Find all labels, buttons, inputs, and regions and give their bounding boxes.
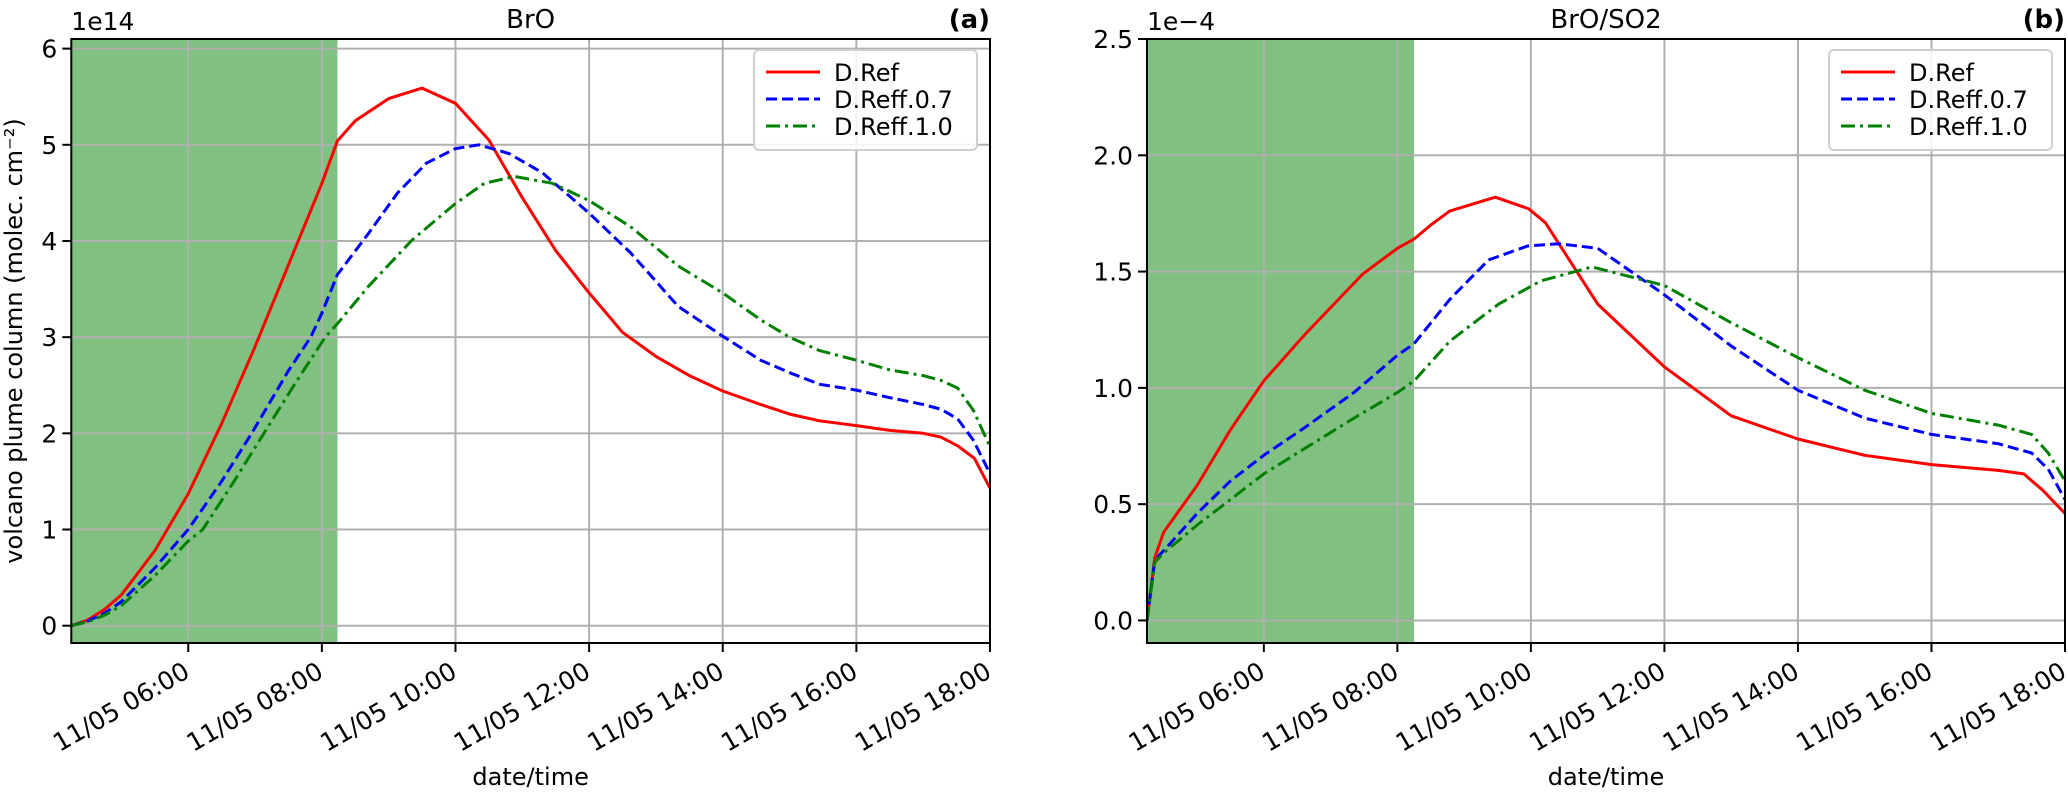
shaded-span — [71, 39, 338, 643]
series-line-d-reff-1-0 — [1147, 265, 2065, 621]
y-tick-label: 0.5 — [1093, 490, 1133, 519]
y-tick-label: 5 — [41, 131, 57, 160]
x-axis-label: date/time — [1548, 763, 1664, 791]
series-group — [71, 86, 991, 628]
series-line-d-ref — [1147, 195, 2065, 621]
y-tick-label: 0 — [41, 612, 57, 641]
x-tick-label: 11/05 18:00 — [1925, 656, 2068, 757]
y-tick-label: 3 — [41, 323, 57, 352]
legend-box — [753, 49, 978, 151]
x-tick-label: 11/05 08:00 — [182, 656, 328, 757]
y-tick-label: 1 — [41, 516, 57, 545]
y-tick-label: 2.5 — [1093, 25, 1133, 54]
y-tick-label: 6 — [41, 35, 57, 64]
axes-frame — [1146, 38, 2066, 644]
legend-label: D.Reff.0.7 — [834, 86, 953, 114]
x-tick-label: 11/05 12:00 — [1524, 656, 1670, 757]
legend-label: D.Reff.1.0 — [834, 113, 953, 141]
legend-label: D.Ref — [1909, 59, 1974, 87]
x-tick-label: 11/05 08:00 — [1257, 656, 1403, 757]
legend-label: D.Reff.0.7 — [1909, 86, 2028, 114]
y-tick-label: 2.0 — [1093, 141, 1133, 170]
x-tick-label: 11/05 06:00 — [48, 656, 194, 757]
x-tick-label: 11/05 18:00 — [850, 656, 996, 757]
legend-box — [1828, 49, 2053, 151]
x-tick-label: 11/05 12:00 — [449, 656, 595, 757]
x-tick-label: 11/05 06:00 — [1124, 656, 1270, 757]
y-tick-label: 4 — [41, 227, 57, 256]
x-tick-label: 11/05 10:00 — [315, 656, 461, 757]
y-offset-text: 1e−4 — [1147, 7, 1215, 36]
series-group — [1147, 195, 2065, 621]
chart-title: BrO — [506, 5, 555, 35]
y-tick-label: 2 — [41, 419, 57, 448]
x-tick-label: 11/05 10:00 — [1391, 656, 1537, 757]
series-line-d-reff-1-0 — [71, 175, 991, 628]
legend-label: D.Ref — [834, 59, 899, 87]
x-tick-label: 11/05 14:00 — [583, 656, 729, 757]
legend-label: D.Reff.1.0 — [1909, 113, 2028, 141]
y-offset-text: 1e14 — [71, 7, 134, 36]
y-tick-label: 0.0 — [1093, 606, 1133, 635]
series-line-d-ref — [71, 86, 991, 628]
panel-label: (a) — [949, 5, 990, 35]
panel-label: (b) — [2023, 5, 2065, 35]
x-axis-label: date/time — [472, 763, 588, 791]
x-tick-label: 11/05 14:00 — [1658, 656, 1804, 757]
y-tick-label: 1.0 — [1093, 374, 1133, 403]
series-line-d-reff-0-7 — [71, 143, 991, 628]
y-axis-label: volcano plume column (molec. cm⁻²) — [0, 118, 28, 563]
series-line-d-reff-0-7 — [1147, 242, 2065, 621]
shaded-span — [1147, 39, 1415, 643]
axes-frame — [70, 38, 992, 644]
x-tick-label: 11/05 16:00 — [716, 656, 862, 757]
chart-title: BrO/SO2 — [1550, 5, 1661, 35]
y-tick-label: 1.5 — [1093, 258, 1133, 287]
x-tick-label: 11/05 16:00 — [1791, 656, 1937, 757]
